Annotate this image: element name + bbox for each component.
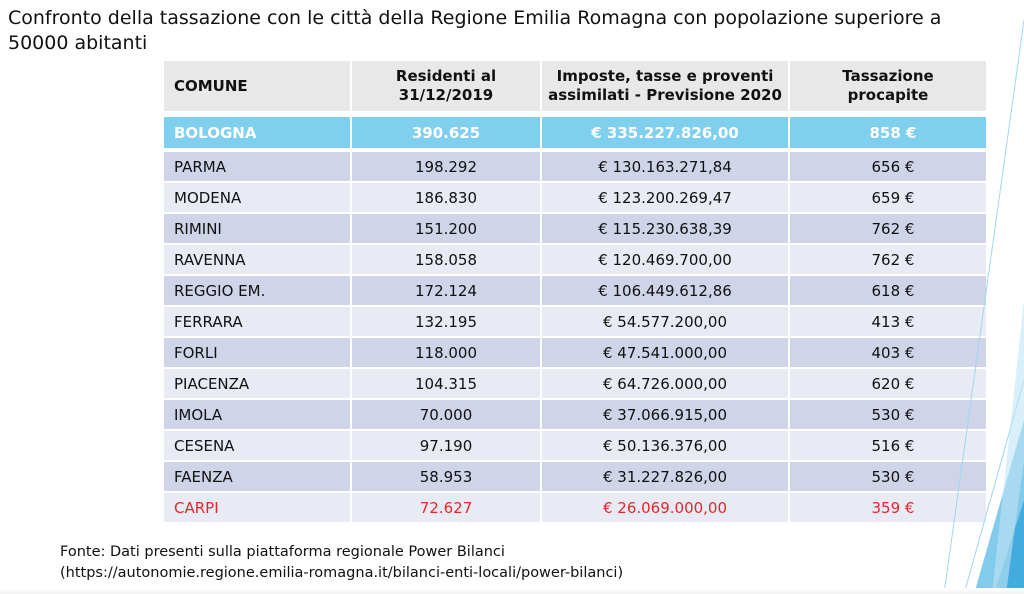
table-row: IMOLA 70.000 € 37.066.915,00 530 €: [164, 398, 986, 429]
table-row: CESENA 97.190 € 50.136.376,00 516 €: [164, 429, 986, 460]
table-row: FERRARA 132.195 € 54.577.200,00 413 €: [164, 305, 986, 336]
source-line: Fonte: Dati presenti sulla piattaforma r…: [60, 544, 505, 560]
cell-imposte: € 130.163.271,84: [542, 148, 790, 181]
cell-procapite: 659 €: [790, 181, 986, 212]
header-tassazione-line1: Tassazione: [842, 67, 934, 85]
cell-imposte: € 123.200.269,47: [542, 181, 790, 212]
cell-comune: PIACENZA: [164, 367, 352, 398]
cell-residenti: 158.058: [352, 243, 542, 274]
cell-comune: FORLI: [164, 336, 352, 367]
table-row: FAENZA 58.953 € 31.227.826,00 530 €: [164, 460, 986, 491]
cell-residenti: 198.292: [352, 148, 542, 181]
cell-imposte: € 31.227.826,00: [542, 460, 790, 491]
source-note: Fonte: Dati presenti sulla piattaforma r…: [60, 542, 623, 584]
header-residenti-line1: Residenti al: [395, 67, 497, 85]
cell-comune: RIMINI: [164, 212, 352, 243]
cell-imposte: € 115.230.638,39: [542, 212, 790, 243]
cell-imposte: € 47.541.000,00: [542, 336, 790, 367]
header-imposte: Imposte, tasse e proventi assimilati - P…: [542, 61, 790, 111]
cell-procapite: 762 €: [790, 212, 986, 243]
cell-imposte: € 335.227.826,00: [542, 111, 790, 148]
source-url: (https://autonomie.regione.emilia-romagn…: [60, 565, 624, 581]
cell-residenti: 104.315: [352, 367, 542, 398]
header-tassazione: Tassazione procapite: [790, 61, 986, 111]
table-header-row: COMUNE Residenti al 31/12/2019 Imposte, …: [164, 61, 986, 111]
cell-comune: IMOLA: [164, 398, 352, 429]
taxation-table: COMUNE Residenti al 31/12/2019 Imposte, …: [164, 61, 986, 522]
cell-residenti: 97.190: [352, 429, 542, 460]
table-row: FORLI 118.000 € 47.541.000,00 403 €: [164, 336, 986, 367]
cell-procapite: 858 €: [790, 111, 986, 148]
cell-residenti: 132.195: [352, 305, 542, 336]
cell-comune: CARPI: [164, 491, 352, 522]
cell-residenti: 172.124: [352, 274, 542, 305]
cell-residenti: 58.953: [352, 460, 542, 491]
table-row: REGGIO EM. 172.124 € 106.449.612,86 618 …: [164, 274, 986, 305]
cell-procapite: 762 €: [790, 243, 986, 274]
cell-comune: RAVENNA: [164, 243, 352, 274]
cell-procapite: 620 €: [790, 367, 986, 398]
cell-residenti: 151.200: [352, 212, 542, 243]
cell-imposte: € 54.577.200,00: [542, 305, 790, 336]
table-row: RAVENNA 158.058 € 120.469.700,00 762 €: [164, 243, 986, 274]
table-row: RIMINI 151.200 € 115.230.638,39 762 €: [164, 212, 986, 243]
table-row-carpi: CARPI 72.627 € 26.069.000,00 359 €: [164, 491, 986, 522]
cell-procapite: 656 €: [790, 148, 986, 181]
cell-residenti: 72.627: [352, 491, 542, 522]
cell-residenti: 118.000: [352, 336, 542, 367]
cell-imposte: € 120.469.700,00: [542, 243, 790, 274]
cell-imposte: € 106.449.612,86: [542, 274, 790, 305]
header-imposte-line1: Imposte, tasse e proventi: [556, 67, 774, 85]
cell-imposte: € 50.136.376,00: [542, 429, 790, 460]
cell-imposte: € 64.726.000,00: [542, 367, 790, 398]
cell-comune: CESENA: [164, 429, 352, 460]
cell-procapite: 403 €: [790, 336, 986, 367]
cell-comune: PARMA: [164, 148, 352, 181]
cell-procapite: 618 €: [790, 274, 986, 305]
cell-procapite: 516 €: [790, 429, 986, 460]
slide-title: Confronto della tassazione con le città …: [8, 7, 942, 54]
cell-procapite: 530 €: [790, 460, 986, 491]
header-imposte-line2: assimilati - Previsione 2020: [548, 86, 782, 104]
cell-comune: BOLOGNA: [164, 111, 352, 148]
cell-procapite: 413 €: [790, 305, 986, 336]
cell-comune: REGGIO EM.: [164, 274, 352, 305]
cell-comune: FAENZA: [164, 460, 352, 491]
cell-procapite: 530 €: [790, 398, 986, 429]
cell-comune: FERRARA: [164, 305, 352, 336]
header-residenti: Residenti al 31/12/2019: [352, 61, 542, 111]
decorative-corner-graphic: [944, 19, 1024, 594]
table-row: MODENA 186.830 € 123.200.269,47 659 €: [164, 181, 986, 212]
cell-imposte: € 26.069.000,00: [542, 491, 790, 522]
header-comune: COMUNE: [164, 61, 352, 111]
cell-residenti: 70.000: [352, 398, 542, 429]
cell-procapite: 359 €: [790, 491, 986, 522]
table-row: PARMA 198.292 € 130.163.271,84 656 €: [164, 148, 986, 181]
cell-residenti: 390.625: [352, 111, 542, 148]
cell-residenti: 186.830: [352, 181, 542, 212]
table-row-bologna: BOLOGNA 390.625 € 335.227.826,00 858 €: [164, 111, 986, 148]
table-row: PIACENZA 104.315 € 64.726.000,00 620 €: [164, 367, 986, 398]
header-tassazione-line2: procapite: [847, 86, 929, 104]
cell-comune: MODENA: [164, 181, 352, 212]
slide-bottom-edge: [0, 588, 1024, 594]
cell-imposte: € 37.066.915,00: [542, 398, 790, 429]
header-residenti-line2: 31/12/2019: [398, 86, 494, 104]
